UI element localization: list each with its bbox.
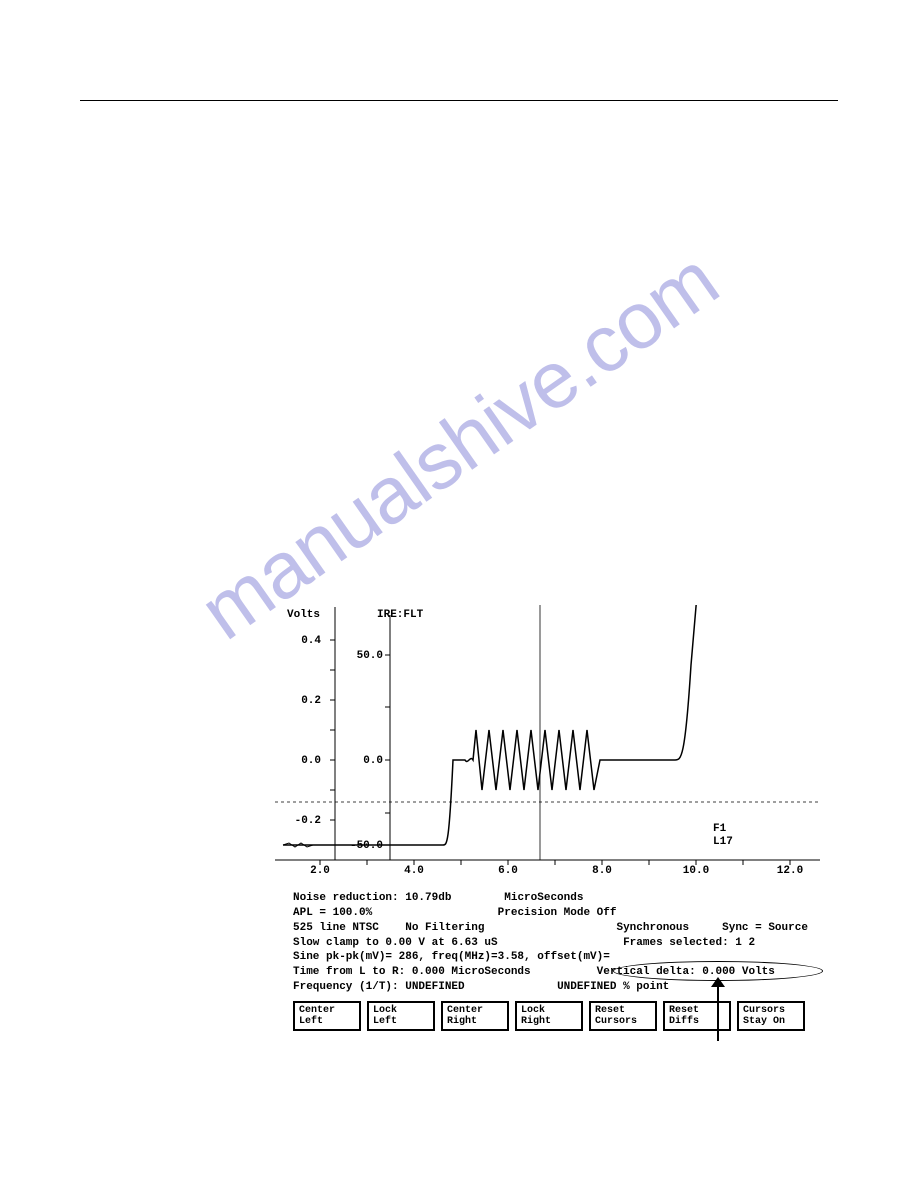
- center-left-button[interactable]: CenterLeft: [293, 1001, 361, 1031]
- info-line: Sync = Source: [722, 922, 808, 934]
- figure-container: Volts IRE:FLT 0.4 0.2 0.0 -0.2 50.0 0.0 …: [275, 605, 855, 1031]
- info-line: No Filtering: [405, 922, 484, 934]
- info-line: MicroSeconds: [504, 892, 583, 904]
- lock-right-button[interactable]: LockRight: [515, 1001, 583, 1031]
- reset-diffs-button[interactable]: ResetDiffs: [663, 1001, 731, 1031]
- soft-buttons-row: CenterLeft LockLeft CenterRight LockRigh…: [293, 1001, 855, 1031]
- info-line: 525 line NTSC: [293, 922, 379, 934]
- info-line: Slow clamp to 0.00 V at 6.63 uS: [293, 937, 498, 949]
- info-line: Frames selected: 1 2: [623, 937, 755, 949]
- info-line: Frequency (1/T): UNDEFINED: [293, 981, 465, 993]
- waveform-svg: [275, 605, 835, 885]
- callout-arrowhead: [711, 977, 725, 987]
- info-line: APL = 100.0%: [293, 907, 372, 919]
- info-line: Precision Mode Off: [498, 907, 617, 919]
- info-line: Sine pk-pk(mV)= 286, freq(MHz)=3.58, off…: [293, 951, 610, 963]
- lock-left-button[interactable]: LockLeft: [367, 1001, 435, 1031]
- info-line: Noise reduction: 10.79db: [293, 892, 451, 904]
- center-right-button[interactable]: CenterRight: [441, 1001, 509, 1031]
- info-line: UNDEFINED % point: [557, 981, 669, 993]
- cursors-stay-on-button[interactable]: CursorsStay On: [737, 1001, 805, 1031]
- waveform-chart: Volts IRE:FLT 0.4 0.2 0.0 -0.2 50.0 0.0 …: [275, 605, 835, 885]
- callout-arrow: [717, 981, 719, 1041]
- info-line: Time from L to R: 0.000 MicroSeconds: [293, 966, 531, 978]
- horizontal-rule: [80, 100, 838, 101]
- info-line: Synchronous: [616, 922, 689, 934]
- reset-cursors-button[interactable]: ResetCursors: [589, 1001, 657, 1031]
- watermark-text: manualshive.com: [184, 234, 734, 658]
